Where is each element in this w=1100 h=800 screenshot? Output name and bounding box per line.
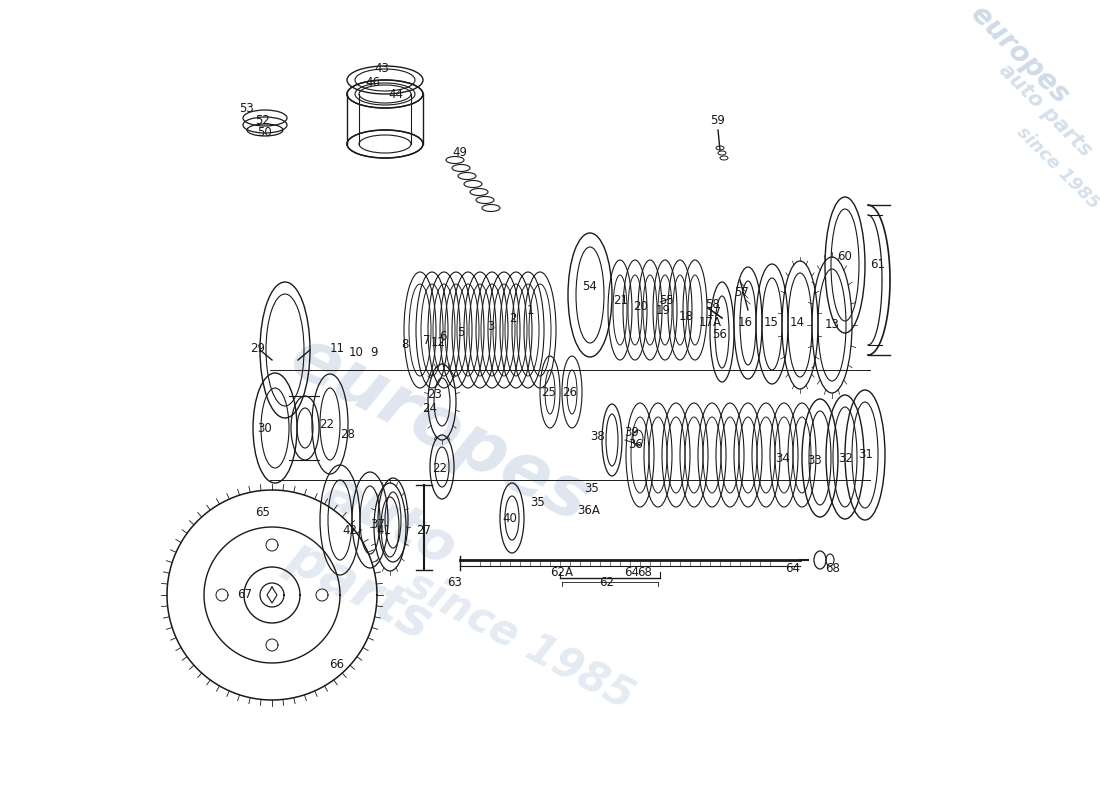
- Text: 12: 12: [430, 337, 446, 350]
- Text: 22: 22: [432, 462, 448, 474]
- Text: 35: 35: [530, 497, 546, 510]
- Text: 57: 57: [735, 286, 749, 299]
- Text: 25: 25: [541, 386, 557, 398]
- Text: 64: 64: [785, 562, 801, 574]
- Text: 46: 46: [365, 75, 381, 89]
- Text: europes: europes: [278, 322, 602, 538]
- Text: 43: 43: [375, 62, 389, 74]
- Text: 40: 40: [503, 511, 517, 525]
- Text: since 1985: since 1985: [399, 562, 641, 718]
- Text: 26: 26: [562, 386, 578, 398]
- Text: 17: 17: [706, 306, 722, 318]
- Text: 59: 59: [711, 114, 725, 126]
- Text: 53: 53: [240, 102, 254, 114]
- Text: 2: 2: [509, 311, 517, 325]
- Text: 19: 19: [656, 305, 671, 318]
- Text: 55: 55: [659, 294, 673, 306]
- Text: 34: 34: [776, 451, 791, 465]
- Text: 23: 23: [428, 387, 442, 401]
- Text: 56: 56: [713, 329, 727, 342]
- Text: 39: 39: [625, 426, 639, 439]
- Text: 20: 20: [634, 299, 648, 313]
- Text: 8: 8: [402, 338, 409, 351]
- Text: 9: 9: [371, 346, 377, 358]
- Text: 62A: 62A: [550, 566, 573, 578]
- Text: 54: 54: [583, 281, 597, 294]
- Text: 36A: 36A: [578, 503, 601, 517]
- Text: 58: 58: [705, 298, 719, 310]
- Text: 27: 27: [417, 523, 431, 537]
- Text: 63: 63: [448, 577, 462, 590]
- Text: 32: 32: [838, 451, 854, 465]
- Text: 35: 35: [584, 482, 600, 494]
- Text: 7: 7: [424, 334, 431, 346]
- Text: 52: 52: [255, 114, 271, 126]
- Text: 37: 37: [371, 518, 385, 530]
- Text: 3: 3: [487, 321, 495, 334]
- Text: auto: auto: [315, 463, 465, 577]
- Text: 24: 24: [422, 402, 438, 414]
- Text: 36: 36: [628, 438, 643, 451]
- Text: 29: 29: [251, 342, 265, 355]
- Text: 67: 67: [238, 589, 253, 602]
- Text: 6: 6: [439, 330, 447, 343]
- Text: 1: 1: [526, 303, 534, 317]
- Text: 31: 31: [859, 449, 873, 462]
- Text: 18: 18: [679, 310, 693, 322]
- Text: 14: 14: [790, 317, 804, 330]
- Text: 38: 38: [591, 430, 605, 443]
- Text: 60: 60: [837, 250, 852, 263]
- Text: 49: 49: [452, 146, 468, 158]
- Text: 44: 44: [388, 89, 404, 102]
- Text: europes: europes: [966, 0, 1075, 110]
- Text: 10: 10: [349, 346, 363, 358]
- Text: 65: 65: [255, 506, 271, 519]
- Text: 17A: 17A: [698, 317, 722, 330]
- Text: 41: 41: [376, 523, 392, 537]
- Text: 68: 68: [638, 566, 652, 578]
- Text: 28: 28: [341, 429, 355, 442]
- Text: 64: 64: [625, 566, 639, 578]
- Text: 61: 61: [870, 258, 886, 271]
- Text: parts: parts: [279, 530, 441, 650]
- Text: 30: 30: [257, 422, 273, 434]
- Text: 62: 62: [600, 577, 615, 590]
- Text: 11: 11: [330, 342, 344, 355]
- Text: 22: 22: [319, 418, 334, 431]
- Text: since 1985: since 1985: [1013, 123, 1100, 213]
- Text: 21: 21: [614, 294, 628, 306]
- Text: 68: 68: [826, 562, 840, 574]
- Text: 16: 16: [737, 315, 752, 329]
- Text: 15: 15: [763, 317, 779, 330]
- Text: 50: 50: [257, 126, 273, 139]
- Text: 5: 5: [458, 326, 464, 338]
- Text: 42: 42: [342, 523, 358, 537]
- Text: auto parts: auto parts: [994, 60, 1096, 160]
- Text: 66: 66: [330, 658, 344, 671]
- Text: 33: 33: [807, 454, 823, 466]
- Text: 13: 13: [825, 318, 839, 331]
